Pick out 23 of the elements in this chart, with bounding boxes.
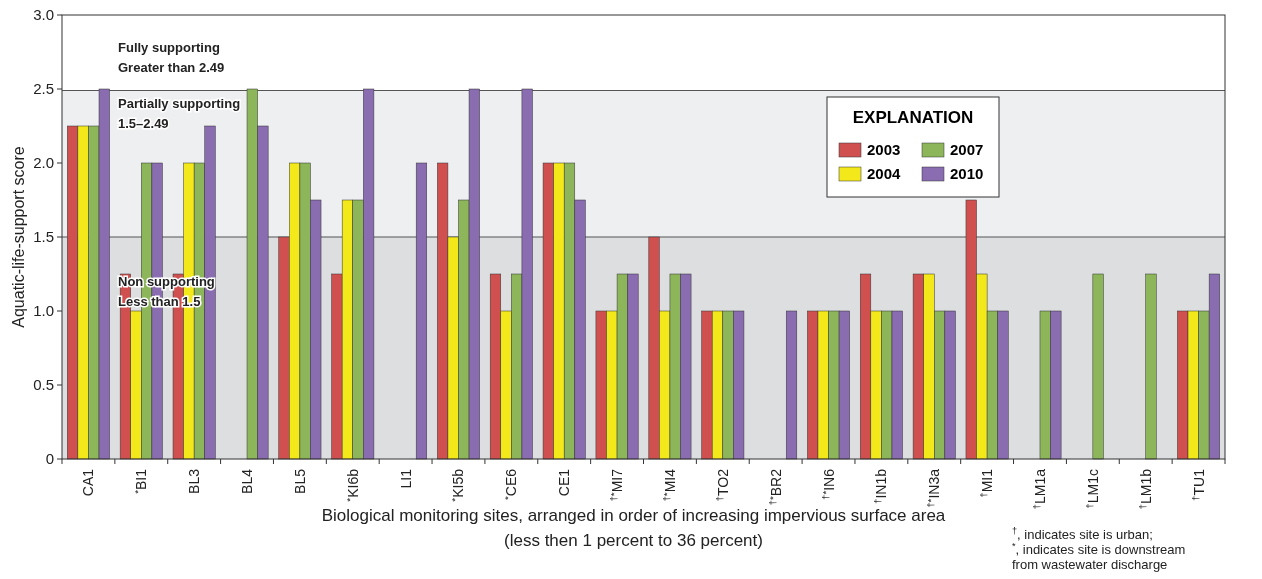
y-tick-label: 1.0 [33,302,54,320]
legend-label: 2004 [867,165,902,182]
x-tick-label: BL5 [291,468,308,494]
x-tick-label: CE1 [556,468,573,497]
annotation: Fully supporting Greater than 2.49 [118,40,225,76]
legend-label: 2010 [950,165,984,182]
x-tick-label: LI1 [397,468,414,489]
y-tick-label: 0.5 [33,376,54,394]
legend-title: EXPLANATION [852,108,974,127]
legend-label: 2007 [950,141,984,158]
x-axis-title: Biological monitoring sites, arranged in order of increasing impervious surface area (less then 1 percent to 36 percent) [321,506,946,550]
band-label: Partially supporting 1.5–2.49 [118,96,241,132]
y-tick-label: 2.5 [33,80,54,98]
y-axis-title: Aquatic-life-support score [10,146,27,328]
text: $^{†}$, indicates site is urban; $^{*}$, indicates site is downstream from wastewater discharge [1012,526,1186,572]
y-tick-label: 3.0 [33,6,54,24]
legend-label: 2003 [867,141,901,158]
x-tick-label: BL3 [186,468,203,494]
x-tick-label: CA1 [80,468,97,497]
y-tick-label: 2.0 [33,154,54,172]
y-tick-label: 0 [45,450,54,468]
x-tick-label: BL4 [239,468,256,494]
y-tick-label: 1.5 [33,228,54,246]
